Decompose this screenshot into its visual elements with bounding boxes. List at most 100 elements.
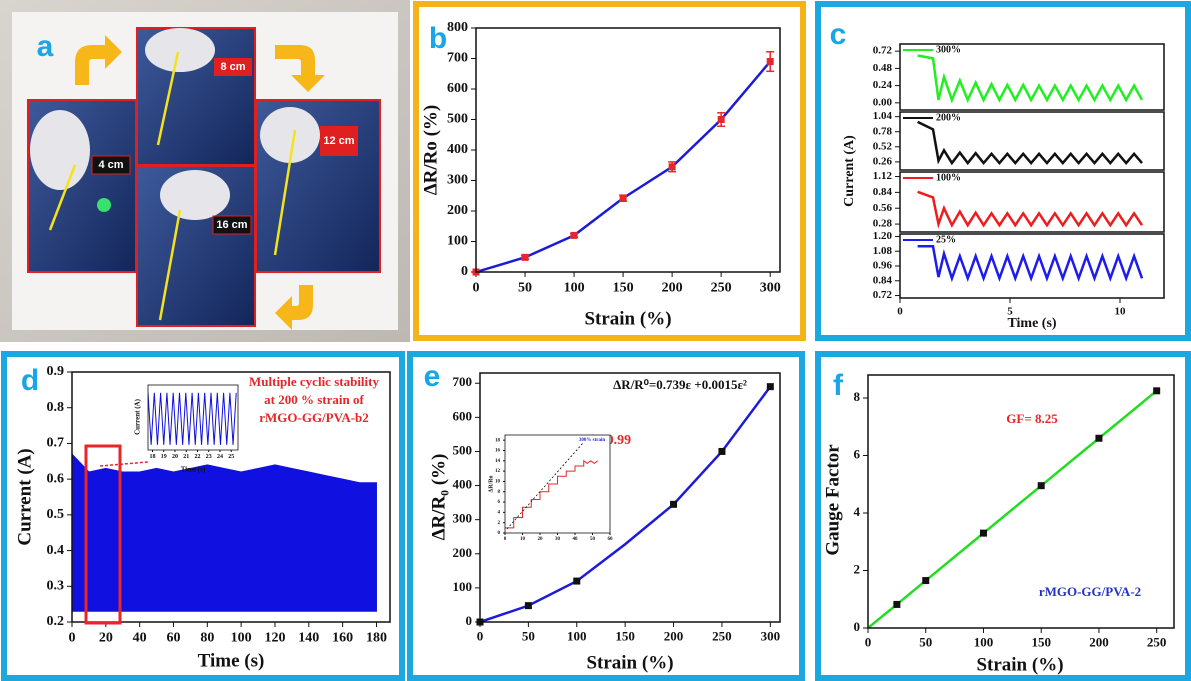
chart: 0.00 0.24 0.48 0.72 300% c bbox=[830, 18, 1165, 111]
x-tick-label: 60 bbox=[166, 630, 180, 645]
x-tick-label: 10 bbox=[1115, 305, 1127, 317]
axis-frame bbox=[475, 27, 781, 273]
marker bbox=[893, 600, 901, 608]
x-tick-label: 40 bbox=[133, 630, 147, 645]
panel-label: e bbox=[424, 360, 441, 393]
highlight-box bbox=[84, 444, 122, 625]
axis-frame bbox=[479, 372, 781, 623]
y-tick-label: 600 bbox=[447, 81, 468, 96]
x-tick-label: 300 bbox=[761, 628, 781, 643]
x-tick-label: 200 bbox=[1089, 634, 1109, 649]
x-tick-label: 100 bbox=[564, 280, 585, 295]
y-axis-title: Gauge Factor bbox=[822, 444, 843, 556]
label-box bbox=[214, 58, 252, 76]
x-tick-label: 19 bbox=[161, 454, 167, 460]
y-tick-label: 18 bbox=[495, 438, 501, 443]
x-tick-label: 0 bbox=[69, 630, 76, 645]
line bbox=[917, 245, 1144, 283]
x-tick-label: 20 bbox=[172, 454, 178, 460]
x-tick-label: 21 bbox=[183, 454, 189, 460]
length-marker bbox=[158, 209, 182, 321]
glove bbox=[260, 107, 320, 163]
y-tick-label: 0.78 bbox=[873, 125, 893, 137]
marker bbox=[670, 500, 678, 508]
panel-frame bbox=[413, 1, 806, 341]
plot-area bbox=[917, 54, 1144, 104]
length-label: 4 cm bbox=[98, 159, 123, 171]
x-tick-label: 250 bbox=[1147, 634, 1167, 649]
panel-label: d bbox=[21, 364, 39, 397]
y-tick-label: 200 bbox=[453, 545, 473, 560]
y-tick-label: 0.24 bbox=[873, 79, 893, 91]
photo-panel: 4 cm 8 cm 12 cm 16 cm a bbox=[0, 0, 410, 342]
y-tick-label: 4 bbox=[854, 504, 861, 519]
x-tick-label: 0 bbox=[477, 628, 484, 643]
plot-area bbox=[917, 190, 1144, 229]
y-tick-label: 0.2 bbox=[47, 614, 65, 629]
axis-frame bbox=[899, 111, 1165, 171]
chart: 0.26 0.52 0.78 1.04 200% bbox=[873, 110, 1165, 171]
y-tick-label: 6 bbox=[854, 446, 861, 461]
marker bbox=[766, 58, 774, 66]
arrow bbox=[275, 45, 325, 92]
y-axis-title: ΔR/Ro (%) bbox=[420, 105, 441, 196]
chart: 18 19 20 21 22 23 24 25 Time (s) Current (A) bbox=[134, 384, 239, 474]
annotation: ΔR/R⁰=0.739ε +0.0015ε² bbox=[613, 377, 747, 392]
line bbox=[505, 459, 599, 529]
axis-frame bbox=[71, 371, 391, 623]
y-tick-label: 100 bbox=[447, 234, 468, 249]
axis-frame bbox=[899, 43, 1165, 111]
glove bbox=[145, 28, 215, 72]
axis-frame bbox=[899, 233, 1165, 299]
x-tick-label: 24 bbox=[217, 454, 223, 460]
length-marker bbox=[156, 51, 180, 146]
chart: 0 5 10 0.72 0.84 0.96 1.08 1.20 25% Time (s) Curre… bbox=[842, 135, 1165, 331]
x-tick-label: 200 bbox=[662, 280, 683, 295]
axis-frame bbox=[867, 374, 1175, 629]
y-tick-label: 300 bbox=[447, 173, 468, 188]
y-tick-label: 2 bbox=[854, 561, 861, 576]
plot-area bbox=[505, 459, 599, 529]
y-tick-label: 400 bbox=[453, 477, 473, 492]
marker bbox=[1095, 434, 1103, 442]
panel-label: a bbox=[37, 30, 54, 63]
line bbox=[148, 392, 237, 445]
x-tick-label: 50 bbox=[919, 634, 932, 649]
x-tick-label: 150 bbox=[1031, 634, 1051, 649]
y-tick-label: 500 bbox=[453, 442, 473, 457]
length-label: 16 cm bbox=[216, 219, 247, 231]
y-tick-label: 600 bbox=[453, 408, 473, 423]
led bbox=[97, 198, 111, 212]
panel-label: f bbox=[833, 369, 844, 402]
x-tick-label: 160 bbox=[332, 630, 353, 645]
marker bbox=[1037, 482, 1045, 490]
y-axis-title: Current (A) bbox=[14, 448, 35, 545]
x-axis-title: Time (s) bbox=[198, 650, 265, 671]
y-tick-label: 2 bbox=[498, 521, 501, 526]
chart: 0 20 40 60 80 100 120 140 160 180 0.2 0.3 0.4 0.5 0.6 0… bbox=[14, 364, 391, 671]
y-tick-label: 8 bbox=[854, 389, 861, 404]
legend-label: 25% bbox=[936, 234, 956, 245]
y-tick-label: 0.84 bbox=[873, 186, 893, 198]
y-tick-label: 0.56 bbox=[873, 202, 893, 214]
y-tick-label: 700 bbox=[447, 51, 468, 66]
panel-frame bbox=[815, 1, 1191, 341]
x-tick-label: 60 bbox=[608, 537, 614, 542]
y-axis-title: Current (A) bbox=[842, 135, 857, 207]
label-box bbox=[91, 155, 131, 175]
marker bbox=[718, 447, 726, 455]
x-tick-label: 120 bbox=[264, 630, 285, 645]
annotation: Multiple cyclic stability bbox=[249, 374, 379, 389]
y-tick-label: 0.96 bbox=[873, 260, 893, 272]
y-tick-label: 1.20 bbox=[873, 230, 893, 242]
y-tick-label: 0.84 bbox=[873, 274, 893, 286]
x-tick-label: 0 bbox=[865, 634, 872, 649]
x-tick-label: 100 bbox=[231, 630, 252, 645]
marker bbox=[521, 253, 529, 261]
x-tick-label: 150 bbox=[613, 280, 634, 295]
x-tick-label: 25 bbox=[228, 454, 234, 460]
y-tick-label: 0 bbox=[498, 531, 501, 536]
axis-frame bbox=[504, 434, 611, 534]
length-label: 12 cm bbox=[323, 135, 354, 147]
